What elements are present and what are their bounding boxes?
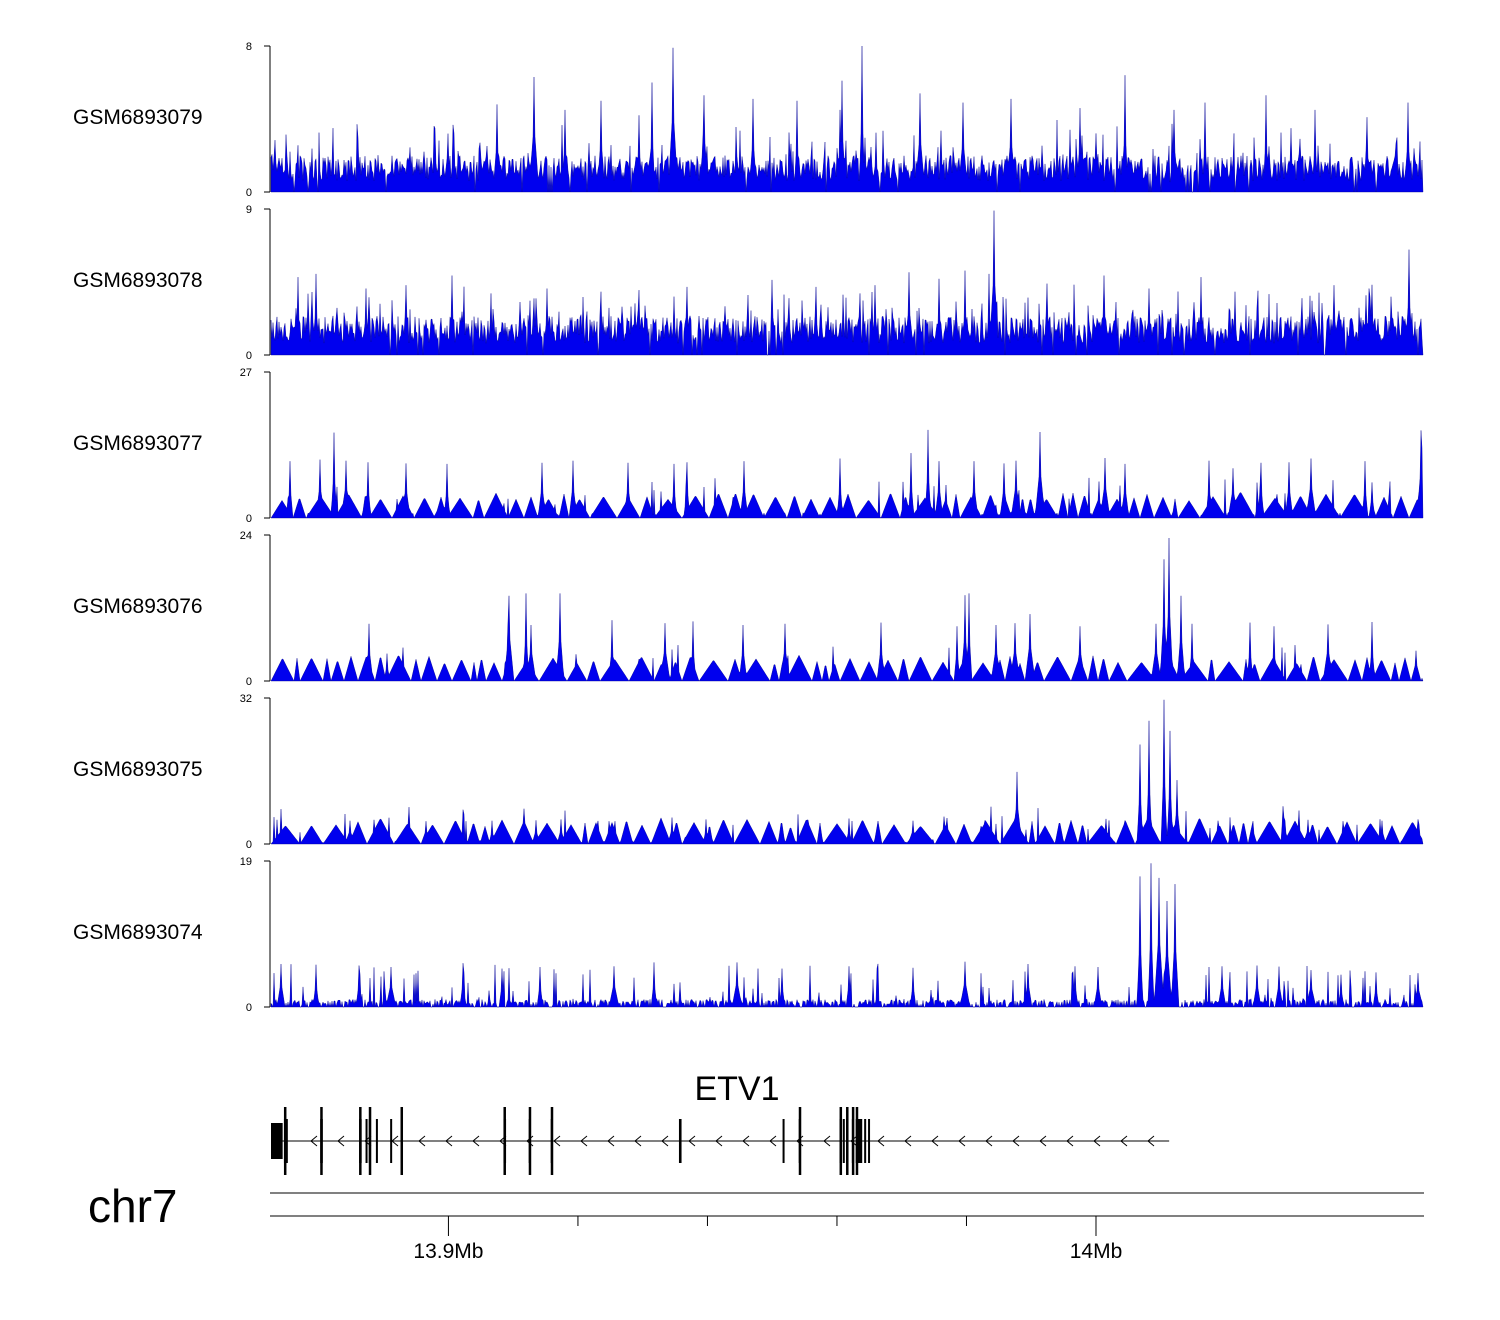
y-max-label: 19 (240, 856, 252, 868)
track-GSM6893079: GSM6893079 8 0 (73, 41, 1424, 199)
strand-arrow (877, 1135, 885, 1147)
track-label: GSM6893078 (73, 269, 203, 292)
strand-arrow (1120, 1135, 1128, 1147)
y-min-label: 0 (246, 350, 252, 362)
exon (842, 1119, 845, 1163)
exon-tall (798, 1107, 802, 1175)
coverage-tracks: GSM689307980GSM689307890GSM6893077270GSM… (73, 41, 1424, 1014)
strand-arrow (931, 1135, 939, 1147)
strand-arrow (850, 1135, 858, 1147)
strand-arrow (769, 1135, 777, 1147)
y-max-label: 32 (240, 693, 252, 705)
y-min-label: 0 (246, 676, 252, 688)
exon-tall (359, 1107, 362, 1175)
exon (782, 1119, 785, 1163)
track-label: GSM6893074 (73, 921, 203, 944)
track-label: GSM6893075 (73, 758, 203, 781)
track-GSM6893078: GSM6893078 9 0 (73, 204, 1424, 362)
strand-arrow (310, 1135, 318, 1147)
strand-arrow (1039, 1135, 1047, 1147)
strand-arrow (472, 1135, 480, 1147)
track-GSM6893074: GSM6893074 19 0 (73, 856, 1424, 1014)
strand-arrow (553, 1135, 561, 1147)
strand-arrow (580, 1135, 588, 1147)
y-min-label: 0 (246, 1002, 252, 1014)
strand-arrow (1093, 1135, 1101, 1147)
strand-arrow (742, 1135, 750, 1147)
exon (375, 1119, 378, 1163)
exon-tall (283, 1107, 287, 1175)
exon-tall (839, 1107, 843, 1175)
exon (868, 1119, 871, 1163)
strand-arrow (634, 1135, 642, 1147)
strand-arrow (904, 1135, 912, 1147)
exon-tall (368, 1107, 372, 1175)
exon-tall (855, 1107, 859, 1175)
strand-arrow (958, 1135, 966, 1147)
strand-arrow (715, 1135, 723, 1147)
exon (390, 1119, 393, 1163)
exon-tall (528, 1107, 532, 1175)
exon (864, 1119, 867, 1163)
exon-tall (503, 1107, 506, 1175)
strand-arrow (607, 1135, 615, 1147)
strand-arrow (1147, 1135, 1155, 1147)
exon-tall (846, 1107, 849, 1175)
axis-tick-label: 13.9Mb (413, 1240, 483, 1263)
exon-tall (320, 1107, 323, 1175)
coverage-area (270, 699, 1424, 845)
gene-annotation-track: ETV1 (271, 1070, 1170, 1175)
y-max-label: 9 (246, 204, 252, 216)
exon-tall (851, 1107, 855, 1175)
strand-arrow (445, 1135, 453, 1147)
strand-arrow (661, 1135, 669, 1147)
track-GSM6893075: GSM6893075 32 0 (73, 693, 1424, 851)
coverage-area (270, 210, 1424, 356)
exon (855, 1119, 863, 1163)
track-label: GSM6893079 (73, 106, 203, 129)
strand-arrow (688, 1135, 696, 1147)
exon-tall (550, 1107, 554, 1175)
chromosome-label: chr7 (88, 1180, 177, 1232)
strand-arrow (1066, 1135, 1074, 1147)
track-GSM6893076: GSM6893076 24 0 (73, 530, 1424, 688)
coverage-area (270, 429, 1424, 519)
y-max-label: 24 (240, 530, 252, 542)
y-min-label: 0 (246, 513, 252, 525)
track-label: GSM6893077 (73, 432, 203, 455)
y-min-label: 0 (246, 187, 252, 199)
strand-arrow (1012, 1135, 1020, 1147)
strand-arrow (823, 1135, 831, 1147)
strand-arrow (985, 1135, 993, 1147)
exon (678, 1119, 682, 1163)
track-GSM6893077: GSM6893077 27 0 (73, 367, 1424, 525)
y-max-label: 27 (240, 367, 252, 379)
y-min-label: 0 (246, 839, 252, 851)
exon-tall (400, 1107, 404, 1175)
coverage-area (270, 45, 1424, 193)
coverage-area (270, 537, 1424, 682)
track-label: GSM6893076 (73, 595, 203, 618)
exon (271, 1123, 283, 1159)
genomic-axis: chr7 13.9Mb 14Mb (88, 1180, 1424, 1263)
axis-tick-label: 14Mb (1070, 1240, 1123, 1263)
gene-name-label: ETV1 (694, 1070, 779, 1108)
exon (365, 1119, 368, 1163)
strand-arrow (337, 1135, 345, 1147)
y-max-label: 8 (246, 41, 252, 53)
strand-arrow (418, 1135, 426, 1147)
coverage-area (270, 863, 1424, 1008)
